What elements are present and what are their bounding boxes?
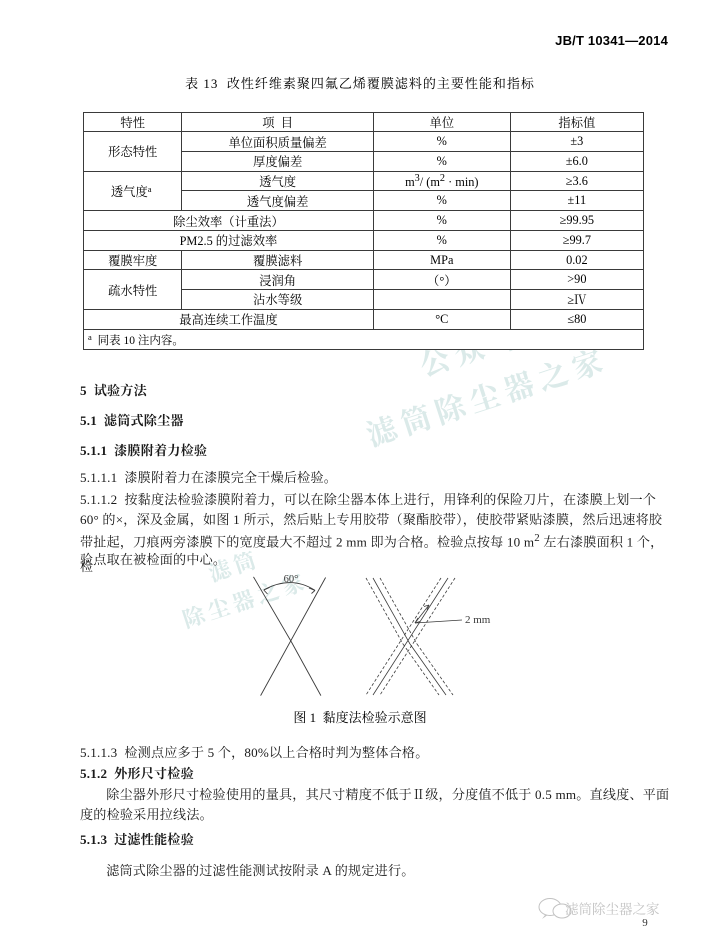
svg-text:2 mm: 2 mm [465, 614, 491, 626]
svg-text:60°: 60° [284, 574, 299, 585]
